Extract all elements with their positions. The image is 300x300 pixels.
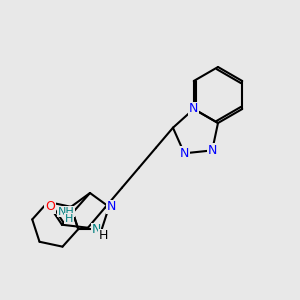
Text: H: H xyxy=(98,229,108,242)
Text: N: N xyxy=(91,223,101,236)
Text: NH: NH xyxy=(58,207,74,217)
Text: N: N xyxy=(180,147,189,160)
Text: N: N xyxy=(208,144,217,157)
Text: N: N xyxy=(106,200,116,213)
Text: O: O xyxy=(45,200,55,213)
Text: H: H xyxy=(65,214,73,224)
Text: N: N xyxy=(189,103,198,116)
